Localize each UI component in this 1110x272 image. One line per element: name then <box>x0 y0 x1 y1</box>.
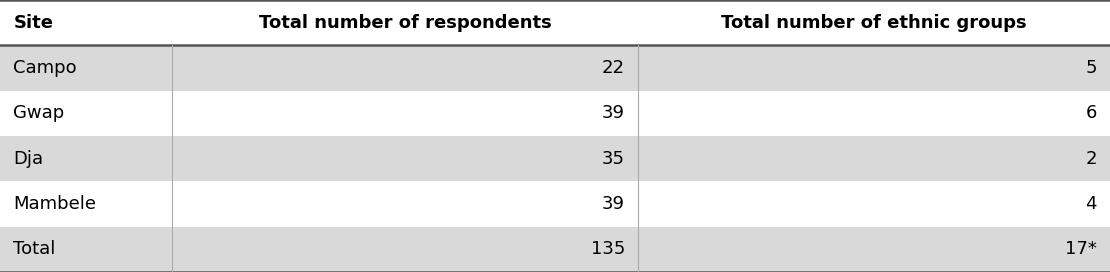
Text: Site: Site <box>13 14 53 32</box>
Text: 2: 2 <box>1086 150 1097 168</box>
Bar <box>0 91 1110 136</box>
Text: Total: Total <box>13 240 56 258</box>
Text: Total number of respondents: Total number of respondents <box>259 14 552 32</box>
Text: Campo: Campo <box>13 59 77 77</box>
Text: 6: 6 <box>1086 104 1097 122</box>
Text: Dja: Dja <box>13 150 43 168</box>
Bar <box>0 0 1110 45</box>
Text: 22: 22 <box>602 59 625 77</box>
Text: 39: 39 <box>602 195 625 213</box>
Bar <box>0 181 1110 227</box>
Text: 5: 5 <box>1086 59 1097 77</box>
Text: Mambele: Mambele <box>13 195 97 213</box>
Text: Total number of ethnic groups: Total number of ethnic groups <box>722 14 1027 32</box>
Text: Gwap: Gwap <box>13 104 64 122</box>
Bar <box>0 136 1110 181</box>
Text: 39: 39 <box>602 104 625 122</box>
Text: 135: 135 <box>591 240 625 258</box>
Text: 35: 35 <box>602 150 625 168</box>
Bar <box>0 227 1110 272</box>
Bar <box>0 45 1110 91</box>
Text: 17*: 17* <box>1064 240 1097 258</box>
Text: 4: 4 <box>1086 195 1097 213</box>
